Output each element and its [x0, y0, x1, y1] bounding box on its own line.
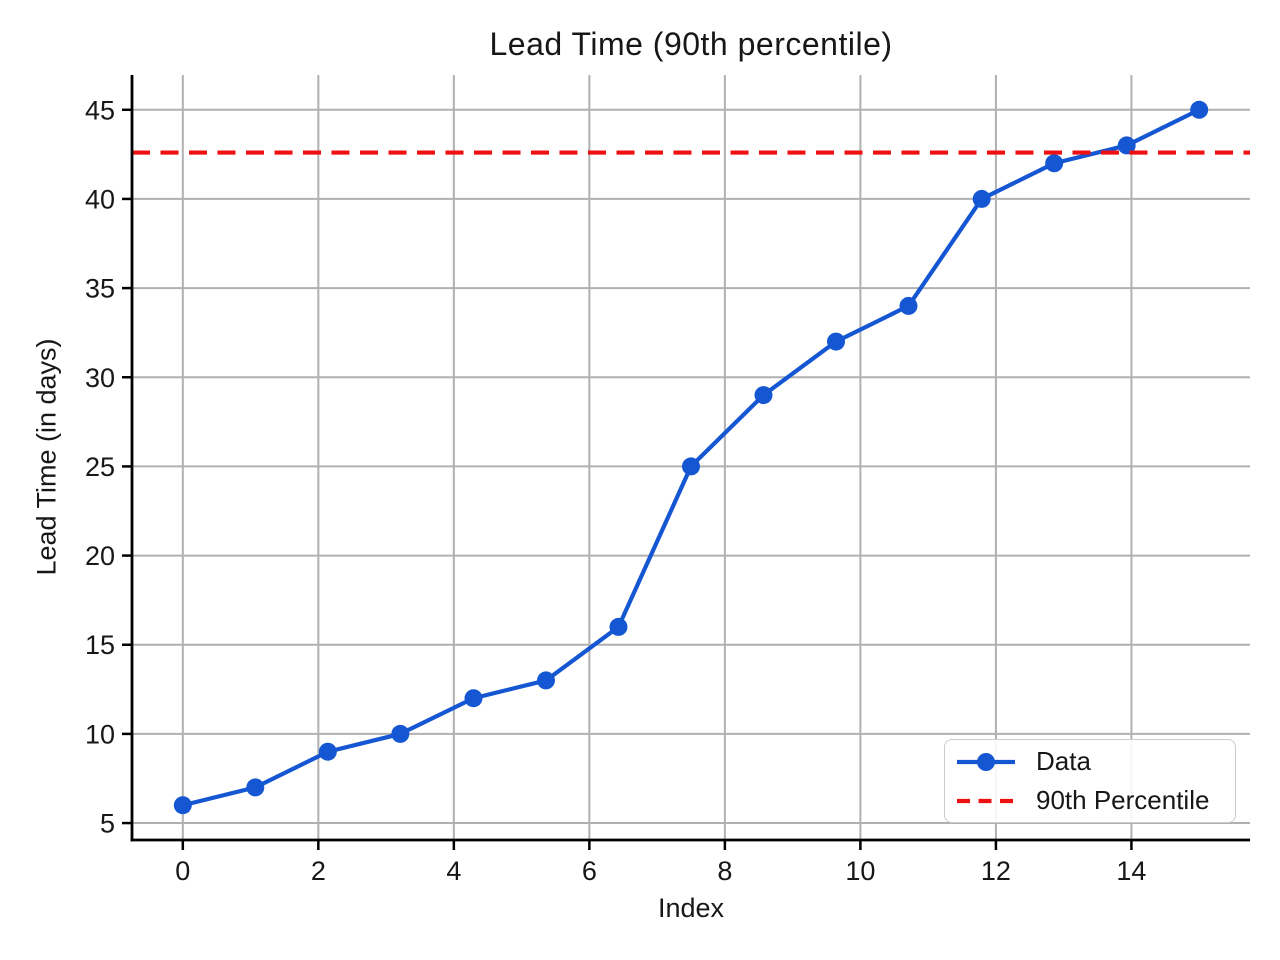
data-point-marker	[536, 671, 555, 690]
y-tick-label: 5	[100, 809, 115, 839]
x-tick-label: 6	[582, 856, 597, 886]
data-point-marker	[754, 386, 773, 405]
legend-label-percentile: 90th Percentile	[1036, 785, 1210, 815]
x-tick-label: 10	[845, 856, 875, 886]
data-point-marker	[1045, 154, 1064, 173]
data-point-marker	[972, 189, 991, 208]
y-axis-label: Lead Time (in days)	[31, 338, 62, 576]
y-tick-label: 15	[85, 630, 115, 660]
legend-item-data: Data	[955, 746, 1235, 777]
x-tick-label: 0	[175, 856, 190, 886]
x-tick-label: 12	[981, 856, 1011, 886]
data-point-marker	[682, 457, 700, 476]
x-tick-label: 8	[717, 856, 732, 886]
chart-title: Lead Time (90th percentile)	[489, 26, 893, 62]
data-point-marker	[827, 332, 846, 351]
legend-item-percentile: 90th Percentile	[955, 785, 1235, 816]
x-axis-label: Index	[657, 893, 725, 923]
data-point-marker	[1190, 100, 1209, 119]
data-point-marker	[1117, 136, 1136, 155]
data-point-marker	[609, 617, 628, 636]
y-tick-label: 30	[85, 363, 115, 393]
x-tick-label: 14	[1116, 856, 1146, 886]
y-tick-label: 40	[85, 184, 115, 214]
x-tick-label: 2	[311, 856, 326, 886]
data-point-marker	[391, 724, 410, 743]
data-point-marker	[464, 689, 483, 708]
y-tick-label: 25	[85, 452, 115, 482]
data-point-marker	[173, 796, 192, 815]
percentile-line-sample-icon	[957, 798, 1015, 803]
data-point-marker	[318, 742, 337, 761]
y-tick-label: 20	[85, 541, 115, 571]
y-tick-label: 10	[85, 719, 115, 749]
y-tick-label: 35	[85, 274, 115, 304]
data-point-marker	[246, 778, 265, 797]
tick-labels: 0 2 4 6 8 10 12 14 5 10 15 20 25 30 35 40 45	[85, 95, 1146, 886]
data-markers	[173, 100, 1209, 815]
data-line-sample-icon	[957, 752, 1015, 771]
legend-label-data: Data	[1036, 746, 1091, 776]
data-point-marker	[899, 296, 918, 315]
x-tick-label: 4	[446, 856, 461, 886]
legend: Data 90th Percentile	[944, 739, 1236, 823]
tick-marks	[122, 108, 1133, 850]
y-tick-label: 45	[85, 95, 115, 125]
